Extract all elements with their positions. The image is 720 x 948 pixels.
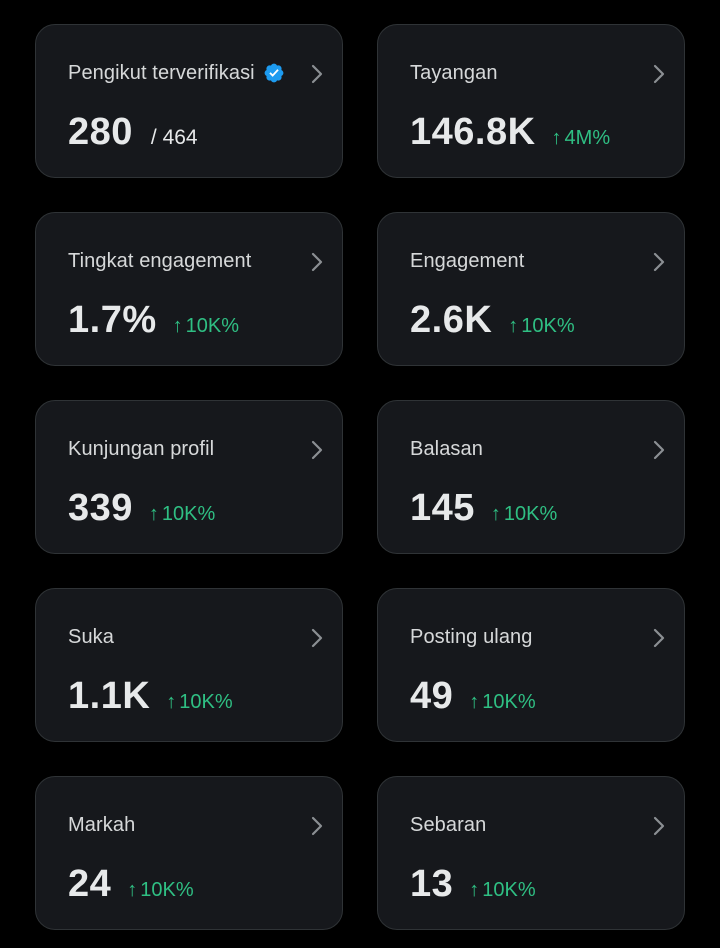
card-delta-value: 10K% — [161, 503, 216, 525]
up-arrow-icon: ↑ — [166, 691, 177, 713]
chevron-right-icon — [653, 64, 665, 84]
card-value-row: 2.6K ↑ 10K% — [410, 299, 575, 342]
up-arrow-icon: ↑ — [469, 879, 480, 901]
up-arrow-icon: ↑ — [127, 879, 138, 901]
card-label-row: Kunjungan profil — [68, 435, 214, 463]
card-label: Engagement — [410, 249, 525, 272]
card-value: 24 — [68, 863, 112, 905]
card-label: Pengikut terverifikasi — [68, 61, 255, 84]
card-value-row: 1.7% ↑ 10K% — [68, 299, 239, 342]
card-shares[interactable]: Sebaran 13 ↑ 10K% — [377, 776, 685, 930]
up-arrow-icon: ↑ — [551, 127, 562, 149]
card-profile-visits[interactable]: Kunjungan profil 339 ↑ 10K% — [35, 400, 343, 554]
card-value-row: 339 ↑ 10K% — [68, 487, 215, 530]
card-delta: ↑ 10K% — [469, 879, 535, 902]
card-delta: ↑ 10K% — [166, 691, 232, 714]
card-bookmarks[interactable]: Markah 24 ↑ 10K% — [35, 776, 343, 930]
card-value-row: 280 / 464 — [68, 111, 198, 154]
chevron-right-icon — [311, 816, 323, 836]
card-label-row: Engagement — [410, 247, 524, 275]
card-delta-value: 10K% — [482, 879, 536, 901]
card-label-row: Posting ulang — [410, 623, 533, 651]
card-impressions[interactable]: Tayangan 146.8K ↑ 4M% — [377, 24, 685, 178]
card-engagement-rate[interactable]: Tingkat engagement 1.7% ↑ 10K% — [35, 212, 343, 366]
card-value-row: 49 ↑ 10K% — [410, 675, 536, 718]
card-verified-followers[interactable]: Pengikut terverifikasi 280 / 464 — [35, 24, 343, 178]
card-value: 1.7% — [68, 299, 157, 341]
card-delta: ↑ 10K% — [469, 691, 535, 714]
chevron-right-icon — [311, 628, 323, 648]
card-delta: ↑ 10K% — [149, 503, 215, 526]
card-delta-value: 10K% — [482, 691, 536, 713]
card-label: Tayangan — [410, 61, 498, 84]
card-value: 49 — [410, 675, 454, 717]
verified-badge-icon — [264, 63, 284, 83]
chevron-right-icon — [311, 252, 323, 272]
card-value: 146.8K — [410, 111, 536, 153]
card-replies[interactable]: Balasan 145 ↑ 10K% — [377, 400, 685, 554]
card-delta-value: 10K% — [179, 691, 233, 713]
chevron-right-icon — [653, 816, 665, 836]
card-value-row: 146.8K ↑ 4M% — [410, 111, 610, 154]
card-value-row: 24 ↑ 10K% — [68, 863, 194, 906]
card-delta-value: 4M% — [564, 127, 611, 149]
card-likes[interactable]: Suka 1.1K ↑ 10K% — [35, 588, 343, 742]
card-label-row: Suka — [68, 623, 114, 651]
chevron-right-icon — [653, 252, 665, 272]
card-value-row: 145 ↑ 10K% — [410, 487, 557, 530]
card-reposts[interactable]: Posting ulang 49 ↑ 10K% — [377, 588, 685, 742]
card-label-row: Sebaran — [410, 811, 486, 839]
card-total: / 464 — [150, 126, 198, 149]
card-delta: ↑ 10K% — [491, 503, 557, 526]
card-delta: ↑ 4M% — [552, 127, 611, 150]
card-delta: ↑ 10K% — [173, 315, 239, 338]
chevron-right-icon — [311, 64, 323, 84]
card-label-row: Pengikut terverifikasi — [68, 59, 285, 87]
card-value-row: 13 ↑ 10K% — [410, 863, 536, 906]
card-label: Kunjungan profil — [68, 437, 215, 460]
card-delta-value: 10K% — [503, 503, 558, 525]
card-label-row: Markah — [68, 811, 135, 839]
card-label-row: Tayangan — [410, 59, 498, 87]
card-label: Tingkat engagement — [68, 249, 252, 272]
chevron-right-icon — [311, 440, 323, 460]
card-value: 145 — [410, 487, 475, 529]
card-label: Balasan — [410, 437, 483, 460]
up-arrow-icon: ↑ — [469, 691, 480, 713]
card-value-row: 1.1K ↑ 10K% — [68, 675, 233, 718]
card-label-row: Balasan — [410, 435, 483, 463]
card-delta-value: 10K% — [521, 315, 575, 337]
chevron-right-icon — [653, 440, 665, 460]
card-label: Suka — [68, 625, 114, 648]
card-value: 339 — [68, 487, 133, 529]
card-label: Posting ulang — [410, 625, 533, 648]
card-value: 2.6K — [410, 299, 493, 341]
card-delta-value: 10K% — [185, 315, 239, 337]
up-arrow-icon: ↑ — [148, 503, 159, 525]
card-engagement[interactable]: Engagement 2.6K ↑ 10K% — [377, 212, 685, 366]
card-value: 1.1K — [68, 675, 151, 717]
up-arrow-icon: ↑ — [172, 315, 183, 337]
card-delta: ↑ 10K% — [508, 315, 574, 338]
chevron-right-icon — [653, 628, 665, 648]
card-delta: ↑ 10K% — [127, 879, 193, 902]
card-value: 13 — [410, 863, 454, 905]
up-arrow-icon: ↑ — [508, 315, 519, 337]
card-label: Sebaran — [410, 813, 487, 836]
card-label-row: Tingkat engagement — [68, 247, 251, 275]
up-arrow-icon: ↑ — [490, 503, 501, 525]
card-delta-value: 10K% — [140, 879, 194, 901]
card-value: 280 — [68, 111, 133, 153]
card-label: Markah — [68, 813, 136, 836]
